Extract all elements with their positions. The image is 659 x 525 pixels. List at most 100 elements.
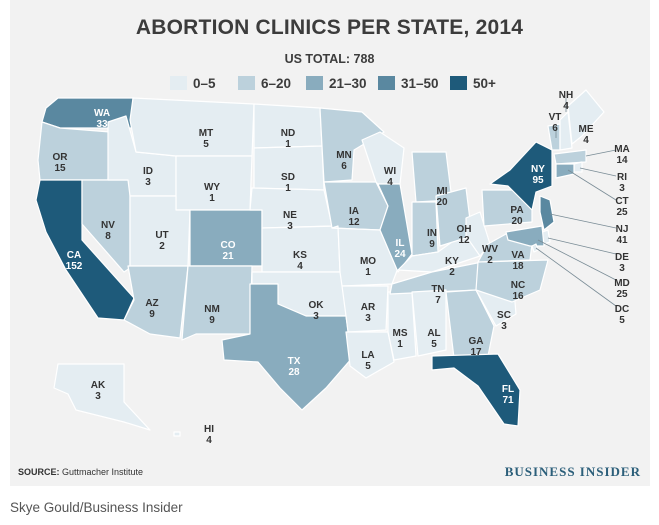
state-abbr: AR [360, 302, 376, 313]
state-ny [489, 141, 553, 211]
state-label-sd: SD 1 [268, 172, 308, 194]
state-label-nd: ND 1 [268, 128, 308, 150]
state-label-me: ME 4 [566, 124, 606, 146]
state-label-sc: SC 3 [484, 310, 524, 332]
state-abbr: CT [615, 196, 629, 207]
state-abbr: VA [511, 250, 525, 261]
legend-item: 21–30 [306, 74, 367, 92]
state-abbr: IA [349, 206, 359, 217]
state-label-ca: CA 152 [54, 250, 94, 272]
state-value: 5 [431, 339, 437, 350]
business-insider-logo: BUSINESS INSIDER [504, 464, 641, 479]
legend-label: 6–20 [261, 75, 292, 91]
state-abbr: NV [101, 220, 115, 231]
state-label-va: VA 18 [498, 250, 538, 272]
state-abbr: PA [510, 205, 524, 216]
state-label-nj: NJ 41 [602, 224, 642, 246]
state-value: 95 [532, 175, 544, 186]
state-nh [559, 111, 573, 151]
state-abbr: AZ [145, 298, 159, 309]
state-label-wv: WV 2 [470, 244, 510, 266]
state-al [411, 289, 447, 357]
state-value: 6 [552, 123, 558, 134]
state-label-tn: TN 7 [418, 284, 458, 306]
state-label-hi: HI 4 [189, 424, 229, 446]
state-abbr: NH [558, 90, 574, 101]
state-label-md: MD 25 [602, 278, 642, 300]
legend-swatch [170, 76, 187, 90]
state-ma [553, 149, 587, 165]
state-value: 8 [105, 231, 111, 242]
state-label-ne: NE 3 [270, 210, 310, 232]
state-abbr: IN [427, 228, 437, 239]
state-abbr: NJ [615, 224, 629, 235]
state-label-ak: AK 3 [78, 380, 118, 402]
state-label-wa: WA 33 [82, 108, 122, 130]
state-label-nc: NC 16 [498, 280, 538, 302]
state-value: 71 [502, 395, 514, 406]
state-label-tx: TX 28 [274, 356, 314, 378]
state-label-mt: MT 5 [186, 128, 226, 150]
legend-item: 6–20 [238, 74, 291, 92]
state-abbr: CO [220, 240, 236, 251]
legend-item: 31–50 [378, 74, 439, 92]
state-abbr: NY [531, 164, 545, 175]
state-value: 3 [95, 391, 101, 402]
leader-line-md [537, 239, 617, 281]
us-map [35, 89, 617, 437]
state-hi [173, 431, 181, 437]
state-label-wi: WI 4 [370, 166, 410, 188]
state-value: 4 [387, 177, 393, 188]
state-value: 25 [616, 207, 628, 218]
state-value: 1 [285, 183, 291, 194]
state-abbr: TN [431, 284, 445, 295]
state-label-ma: MA 14 [602, 144, 642, 166]
state-abbr: MD [614, 278, 630, 289]
state-label-nv: NV 8 [88, 220, 128, 242]
legend: 0–5 6–20 21–30 31–50 50+ [0, 72, 659, 96]
state-label-id: ID 3 [128, 166, 168, 188]
state-value: 3 [619, 183, 625, 194]
state-label-ms: MS 1 [380, 328, 420, 350]
state-label-oh: OH 12 [444, 224, 484, 246]
state-value: 4 [297, 261, 303, 272]
state-abbr: LA [361, 350, 375, 361]
state-value: 7 [435, 295, 441, 306]
state-value: 3 [145, 177, 151, 188]
state-value: 14 [616, 155, 628, 166]
state-value: 1 [365, 267, 371, 278]
state-mn [319, 107, 385, 183]
state-label-co: CO 21 [208, 240, 248, 262]
state-la [345, 331, 395, 379]
state-value: 5 [203, 139, 209, 150]
legend-label: 0–5 [193, 75, 216, 91]
state-abbr: IL [395, 238, 405, 249]
state-label-de: DE 3 [602, 252, 642, 274]
state-value: 20 [511, 216, 523, 227]
state-value: 21 [222, 251, 234, 262]
state-value: 24 [394, 249, 406, 260]
state-abbr: MS [392, 328, 408, 339]
state-value: 3 [313, 311, 319, 322]
state-label-in: IN 9 [412, 228, 452, 250]
state-value: 1 [285, 139, 291, 150]
state-abbr: MT [198, 128, 214, 139]
state-label-nh: NH 4 [546, 90, 586, 112]
us-total: US TOTAL: 788 [284, 52, 375, 66]
state-value: 25 [616, 289, 628, 300]
state-label-dc: DC 5 [602, 304, 642, 326]
state-value: 4 [583, 135, 589, 146]
state-abbr: OK [308, 300, 324, 311]
state-value: 6 [341, 161, 347, 172]
state-me [567, 89, 605, 145]
state-abbr: ME [578, 124, 594, 135]
state-abbr: WY [203, 182, 221, 193]
state-label-la: LA 5 [348, 350, 388, 372]
state-value: 5 [619, 315, 625, 326]
state-ar [341, 285, 389, 333]
state-abbr: NM [204, 304, 220, 315]
state-abbr: ND [280, 128, 296, 139]
photo-credit: Skye Gould/Business Insider [10, 500, 183, 515]
legend-swatch [378, 76, 395, 90]
state-ga [445, 289, 495, 359]
